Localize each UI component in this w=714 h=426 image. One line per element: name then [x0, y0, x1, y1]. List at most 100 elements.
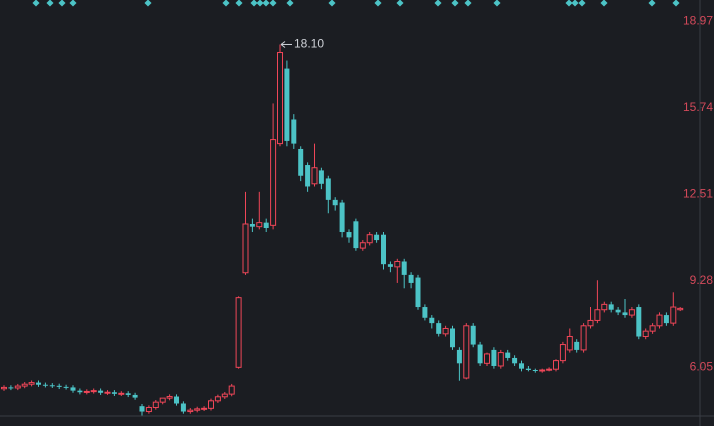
candle-body — [566, 336, 573, 351]
candle-body — [242, 223, 249, 274]
event-marker — [451, 0, 459, 7]
y-tick-label: 15.74 — [683, 100, 713, 114]
candle-body — [615, 309, 621, 313]
candle-body — [346, 232, 352, 238]
y-tick-label: 9.28 — [690, 273, 714, 287]
event-marker — [493, 0, 501, 7]
event-markers — [32, 0, 680, 7]
candle-body — [263, 222, 269, 229]
candle-body — [353, 221, 359, 249]
candle-body — [14, 385, 21, 389]
candle-body — [77, 390, 83, 393]
candle-body — [118, 392, 125, 395]
candle-body — [642, 330, 649, 338]
event-marker — [222, 0, 230, 7]
candle-body — [649, 325, 656, 332]
candle-body — [201, 407, 208, 410]
candle-body — [104, 391, 111, 394]
candle-body — [546, 368, 553, 371]
candle-body — [311, 167, 318, 185]
candle-body — [339, 202, 345, 233]
event-marker — [578, 0, 586, 7]
candle-body — [70, 387, 76, 391]
candle-body — [408, 274, 414, 283]
event-marker — [328, 0, 336, 7]
y-tick-label: 12.51 — [683, 186, 713, 200]
candle-body — [256, 222, 263, 228]
candle-body — [90, 390, 97, 393]
candle-body — [670, 306, 677, 324]
event-marker — [144, 0, 152, 7]
candle-body — [608, 304, 614, 310]
candle-body — [298, 148, 304, 176]
candle-body — [574, 341, 580, 350]
candle-body — [422, 307, 428, 318]
event-marker — [648, 0, 656, 7]
candle-body — [456, 349, 462, 364]
event-marker — [250, 0, 258, 7]
candle-body — [601, 303, 608, 311]
event-marker — [565, 0, 573, 7]
candle-body — [152, 401, 159, 409]
candle-body — [132, 394, 138, 398]
candle-body — [553, 360, 559, 370]
candle-body — [194, 408, 201, 411]
candle-body — [56, 385, 62, 387]
event-marker — [374, 0, 382, 7]
candle-body — [622, 312, 628, 316]
candle-body — [235, 297, 242, 368]
candle-body — [559, 344, 566, 362]
event-marker — [571, 0, 579, 7]
event-marker — [600, 0, 608, 7]
candle-body — [381, 234, 386, 265]
candle-body — [491, 349, 497, 366]
candle-body — [442, 327, 449, 335]
candle-body — [677, 307, 684, 311]
event-marker — [269, 0, 277, 7]
candle-body — [159, 397, 166, 403]
candle-body — [291, 119, 297, 144]
candle-body — [505, 352, 511, 358]
candle-body — [580, 325, 587, 351]
candle-body — [318, 170, 324, 184]
event-marker — [235, 0, 243, 7]
candle-body — [415, 277, 421, 308]
candle-body — [539, 369, 546, 372]
y-tick-label: 6.05 — [690, 359, 714, 373]
candle-body — [125, 393, 131, 395]
candle-body — [305, 165, 311, 187]
candle-body — [139, 406, 145, 412]
candle-body — [497, 352, 504, 367]
event-marker — [396, 0, 404, 7]
candle-body — [249, 223, 255, 227]
candle-body — [42, 384, 48, 386]
event-marker — [262, 0, 270, 7]
candle-body — [587, 319, 594, 327]
candle-body — [98, 390, 104, 393]
candle-body — [166, 396, 173, 399]
event-marker — [434, 0, 442, 7]
candle-body — [284, 68, 290, 141]
candle-body — [83, 390, 90, 393]
candle-body — [636, 307, 642, 337]
candle-body — [594, 309, 601, 321]
candle-body — [208, 400, 214, 409]
candle-body — [214, 396, 221, 402]
candle-body — [228, 385, 235, 395]
candle-body — [221, 393, 228, 398]
candle-body — [374, 234, 380, 241]
candle-body — [429, 317, 435, 324]
candle-body — [187, 409, 194, 413]
candle-body — [656, 314, 663, 327]
candle-body — [463, 325, 470, 379]
annotation-label: 18.10 — [294, 37, 324, 51]
candle-body — [8, 387, 14, 389]
candle-body — [477, 344, 483, 364]
candle-body — [174, 396, 179, 404]
candle-body — [512, 357, 518, 364]
candle-body — [359, 242, 366, 249]
candle-body — [180, 403, 186, 412]
